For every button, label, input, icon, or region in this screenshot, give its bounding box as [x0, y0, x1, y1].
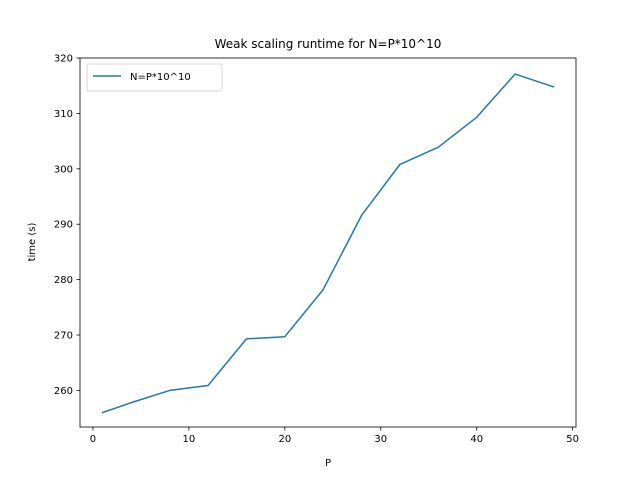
- x-tick-label: 10: [183, 434, 196, 445]
- series-line-0: [101, 73, 555, 414]
- y-axis-label: time (s): [27, 223, 38, 262]
- y-axis: 260 270 280 290 300 310 320: [54, 54, 80, 397]
- x-axis-label: P: [325, 458, 331, 469]
- legend-box: [86, 63, 223, 92]
- legend: N=P*10^10: [86, 63, 223, 92]
- axes-frame: [79, 57, 577, 428]
- chart-title: Weak scaling runtime for N=P*10^10: [215, 37, 442, 51]
- x-tick-label: 20: [278, 434, 291, 445]
- x-tick-label: 40: [470, 434, 483, 445]
- y-tick-label: 260: [54, 386, 73, 397]
- y-tick-label: 320: [54, 54, 73, 65]
- y-tick-label: 300: [54, 164, 73, 175]
- y-tick-label: 280: [54, 275, 73, 286]
- plot-area: [79, 57, 577, 428]
- x-tick-label: 50: [566, 434, 579, 445]
- y-tick-label: 310: [54, 109, 73, 120]
- x-tick-label: 0: [90, 434, 96, 445]
- legend-label: N=P*10^10: [130, 72, 191, 83]
- y-tick-label: 290: [54, 220, 73, 231]
- y-tick-label: 270: [54, 331, 73, 342]
- x-tick-label: 30: [374, 434, 387, 445]
- x-axis: 0 10 20 30 40 50: [90, 427, 579, 445]
